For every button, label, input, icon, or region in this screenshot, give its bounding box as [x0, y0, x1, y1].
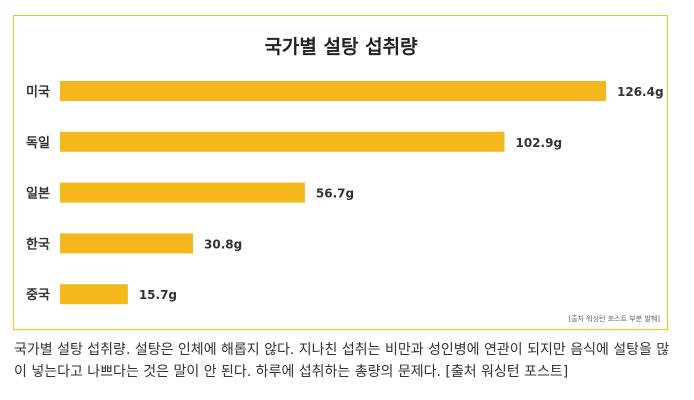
bar [60, 182, 305, 203]
category-label: 한국 [26, 236, 50, 252]
bar [60, 233, 194, 254]
data-label: 102.9g [515, 136, 562, 150]
bar [60, 284, 128, 305]
data-label: 126.4g [617, 85, 664, 99]
category-label: 독일 [26, 136, 50, 151]
category-label: 일본 [26, 187, 50, 202]
bar [60, 81, 606, 101]
data-label: 56.7g [316, 187, 354, 201]
chart-title: 국가별 설탕 섭취량 [264, 36, 418, 58]
figure-caption: 국가별 설탕 섭취량. 설탕은 인체에 해롭지 않다. 지나친 섭취는 비만과 … [14, 342, 670, 380]
bar-chart: 국가별 설탕 섭취량 미국 126.4g 독일 102.9g 일본 56.7g 한국 30.8… [26, 36, 664, 323]
category-label: 미국 [26, 84, 50, 100]
bar [60, 131, 505, 152]
source-note: [출처 워싱턴 포스트 부분 발췌] [568, 314, 660, 323]
category-label: 중국 [26, 288, 50, 303]
bars-layer: 미국 126.4g 독일 102.9g 일본 56.7g 한국 30.8g 중국 15.7g [26, 81, 664, 305]
data-label: 30.8g [204, 237, 242, 251]
data-label: 15.7g [139, 288, 177, 302]
chart-figure: 국가별 설탕 섭취량 미국 126.4g 독일 102.9g 일본 56.7g 한국 30.8… [13, 15, 668, 330]
